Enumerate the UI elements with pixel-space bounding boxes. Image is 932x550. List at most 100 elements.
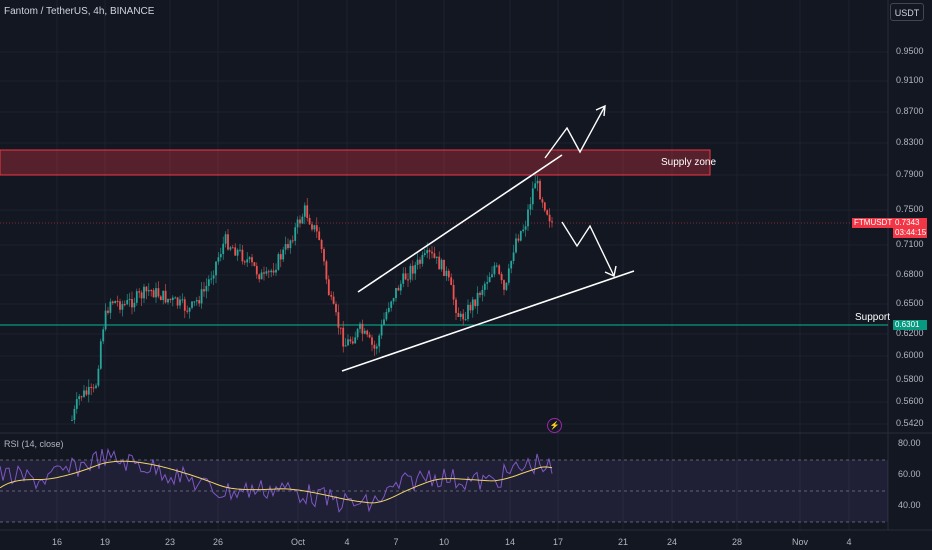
- candle-body: [440, 259, 443, 270]
- rsi-tick-label: 40.00: [898, 500, 921, 510]
- candle-body: [483, 283, 486, 290]
- candle-body: [471, 299, 474, 311]
- candle-body: [263, 272, 265, 274]
- candle-body: [361, 323, 364, 334]
- candle-body: [491, 274, 493, 278]
- price-tick-label: 0.7100: [896, 239, 924, 249]
- candle-body: [95, 385, 97, 388]
- candle-body: [510, 261, 513, 269]
- candle-body: [375, 346, 378, 349]
- candle-body: [195, 300, 198, 302]
- candle-body: [493, 265, 496, 275]
- channel-upper-line: [357, 154, 563, 293]
- candle-body: [416, 259, 419, 265]
- candle-body: [150, 290, 153, 292]
- candle-body: [337, 312, 340, 328]
- candle-body: [102, 329, 105, 342]
- candle-body: [315, 225, 318, 232]
- supply-zone: [0, 149, 711, 176]
- candle-body: [301, 216, 304, 224]
- date-tick-label: 23: [164, 537, 176, 547]
- price-tick-label: 0.6000: [896, 350, 924, 360]
- last-price-value: 0.7343: [895, 218, 920, 227]
- candle-body: [373, 344, 376, 349]
- candle-body: [294, 227, 297, 241]
- candle-body: [291, 240, 294, 242]
- support-price-tag: 0.6301: [893, 320, 927, 330]
- candle-body: [534, 183, 537, 189]
- candle-body: [212, 275, 215, 279]
- candle-body: [83, 390, 85, 397]
- candle-body: [303, 205, 306, 217]
- candle-body: [270, 270, 273, 273]
- candle-body: [443, 259, 445, 276]
- candle-body: [119, 301, 121, 310]
- candle-body: [167, 298, 169, 303]
- candle-body: [479, 292, 481, 295]
- candle-body: [481, 289, 484, 295]
- candle-body: [342, 327, 345, 347]
- candle-body: [275, 269, 277, 273]
- candle-body: [272, 270, 275, 273]
- candle-body: [85, 390, 88, 395]
- candle-body: [147, 290, 150, 292]
- candle-body: [87, 386, 90, 395]
- candle-body: [152, 290, 155, 298]
- price-tick-label: 0.6500: [896, 298, 924, 308]
- candle-body: [323, 249, 325, 262]
- candle-body: [543, 202, 546, 211]
- channel-lower-line: [341, 270, 635, 372]
- candle-body: [191, 301, 193, 308]
- candle-body: [71, 419, 73, 421]
- candle-body: [143, 286, 145, 299]
- candle-body: [277, 254, 280, 270]
- candle-body: [527, 209, 529, 227]
- candle-body: [426, 250, 429, 254]
- bearish-arrowhead: [604, 265, 617, 277]
- price-tick-label: 0.6800: [896, 269, 924, 279]
- candle-body: [251, 257, 253, 263]
- candle-body: [140, 292, 143, 299]
- lightning-bolt-icon[interactable]: ⚡: [547, 418, 562, 433]
- candle-body: [522, 229, 525, 232]
- date-tick-label: 28: [731, 537, 743, 547]
- date-tick-label: Nov: [791, 537, 809, 547]
- candle-body: [366, 330, 369, 335]
- candle-body: [135, 291, 138, 303]
- candle-body: [241, 249, 244, 262]
- candle-body: [529, 204, 532, 210]
- candle-body: [123, 304, 126, 306]
- candle-body: [387, 307, 390, 312]
- candle-body: [279, 254, 282, 260]
- rsi-legend-label: RSI (14, close): [4, 439, 64, 449]
- candle-body: [157, 288, 160, 297]
- candle-body: [308, 217, 311, 225]
- price-tick-label: 0.8300: [896, 137, 924, 147]
- candle-body: [507, 268, 510, 283]
- date-tick-label: 7: [393, 537, 399, 547]
- candle-body: [378, 335, 381, 347]
- candle-body: [126, 299, 129, 305]
- candle-body: [284, 244, 287, 250]
- candle-body: [380, 324, 383, 336]
- currency-button[interactable]: USDT: [890, 3, 924, 21]
- candle-body: [193, 301, 196, 303]
- date-tick-label: 26: [212, 537, 224, 547]
- candle-body: [97, 368, 100, 386]
- candle-body: [347, 339, 349, 346]
- candle-body: [450, 277, 453, 285]
- candle-body: [363, 330, 366, 334]
- candle-body: [402, 273, 405, 284]
- candle-body: [332, 296, 335, 304]
- candle-body: [452, 284, 455, 300]
- candle-body: [229, 247, 232, 250]
- candle-body: [92, 387, 95, 389]
- candle-body: [164, 290, 167, 303]
- candle-body: [438, 256, 441, 270]
- candle-body: [282, 249, 285, 260]
- candle-body: [296, 219, 299, 228]
- candle-body: [447, 270, 450, 278]
- candle-body: [503, 280, 505, 290]
- candle-body: [162, 290, 165, 301]
